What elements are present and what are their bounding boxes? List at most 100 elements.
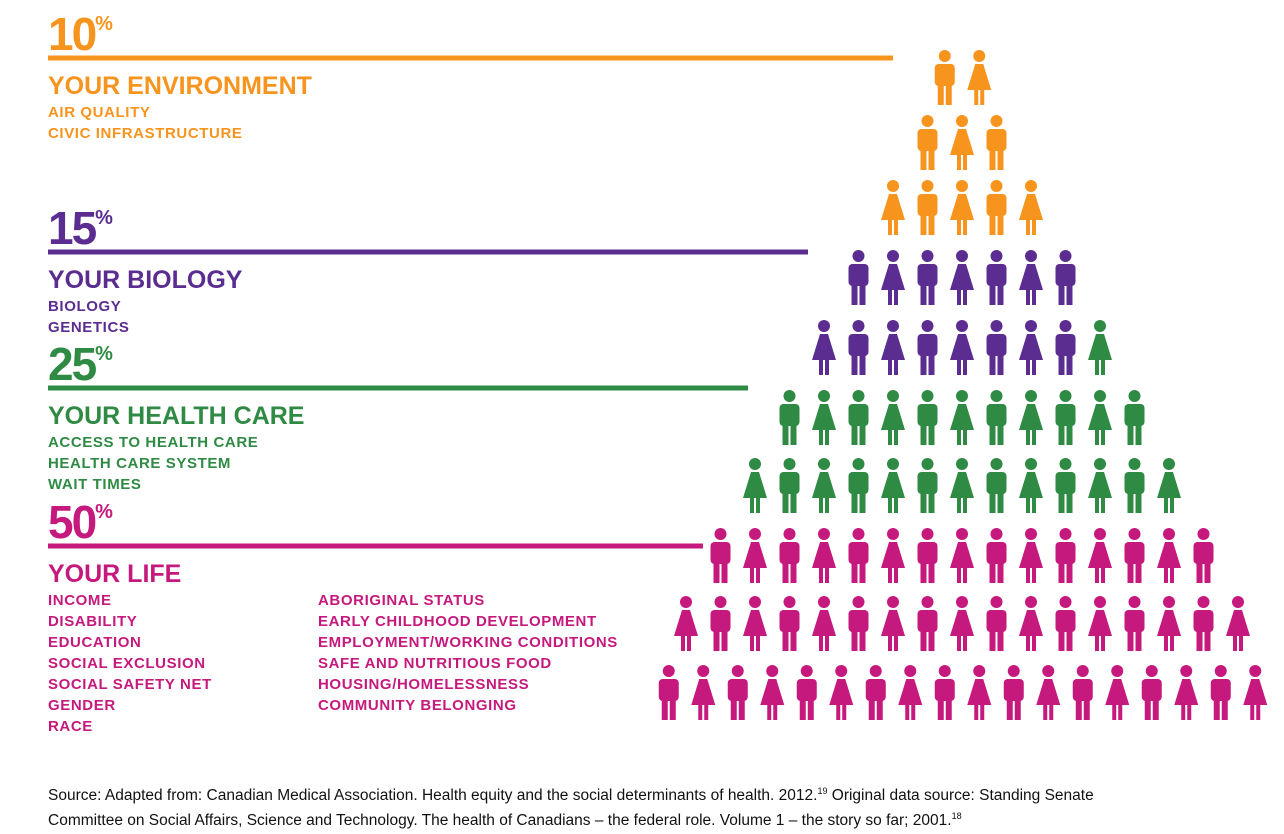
leg [1095, 358, 1099, 375]
percent-value: 15 [48, 202, 97, 254]
leg [851, 423, 858, 445]
torso [934, 679, 955, 701]
leg [888, 218, 892, 235]
head [1128, 390, 1141, 402]
person-icon [1124, 390, 1145, 445]
person-icon [710, 528, 731, 583]
person-icon [1157, 458, 1181, 513]
person-icon [829, 665, 854, 720]
dress [1088, 610, 1112, 636]
head [749, 528, 761, 540]
leg [1152, 698, 1159, 720]
leg [1032, 218, 1036, 235]
person-icon [881, 596, 905, 651]
leg [836, 703, 841, 720]
leg [819, 428, 823, 445]
leg [989, 213, 996, 235]
factor: EDUCATION [48, 634, 141, 651]
percent-sign: % [95, 343, 113, 365]
leg [851, 353, 858, 375]
person-icon [812, 458, 836, 513]
leg [928, 561, 935, 583]
percent: 10% [48, 8, 113, 60]
section-heading: YOUR HEALTH CARE [48, 402, 304, 430]
torso [1055, 542, 1076, 564]
leg [790, 561, 797, 583]
head [1025, 390, 1037, 402]
leg [928, 629, 935, 651]
person-icon [1088, 596, 1112, 651]
head [1007, 665, 1020, 677]
person-icon [848, 250, 869, 305]
dress [950, 334, 974, 360]
person-icon [1019, 528, 1043, 583]
head [1163, 596, 1175, 608]
leg [807, 698, 814, 720]
leg [799, 698, 806, 720]
torso [1003, 679, 1024, 701]
leg [1058, 353, 1065, 375]
percent-value: 25 [48, 338, 97, 390]
leg [730, 698, 737, 720]
person-icon [812, 320, 836, 375]
leg [963, 358, 967, 375]
leg [1066, 283, 1073, 305]
leg [782, 629, 789, 651]
head [938, 665, 951, 677]
person-icon [1088, 458, 1112, 513]
head [990, 180, 1003, 192]
leg [1066, 423, 1073, 445]
percent-value: 50 [48, 496, 96, 548]
leg [1058, 423, 1065, 445]
torso [779, 610, 800, 632]
factor: DISABILITY [48, 613, 137, 630]
person-icon [967, 665, 992, 720]
dress [950, 610, 974, 636]
dress [1105, 679, 1130, 705]
dress [812, 472, 836, 498]
dress [1019, 542, 1043, 568]
factor: HOUSING/HOMELESSNESS [318, 676, 529, 693]
reference: 18 [951, 810, 962, 821]
leg [1127, 423, 1134, 445]
torso [848, 472, 869, 494]
head [680, 596, 692, 608]
person-icon [1193, 596, 1214, 651]
factor: CIVIC INFRASTRUCTURE [48, 125, 243, 142]
leg [997, 283, 1004, 305]
leg [989, 423, 996, 445]
leg [1118, 703, 1123, 720]
leg [888, 358, 892, 375]
torso [848, 404, 869, 426]
head [887, 250, 899, 262]
leg [1066, 561, 1073, 583]
leg [980, 88, 985, 105]
leg [790, 629, 797, 651]
torso [1193, 542, 1214, 564]
dress [812, 542, 836, 568]
leg [1032, 496, 1036, 513]
dress [881, 404, 905, 430]
person-icon [848, 528, 869, 583]
leg [721, 629, 728, 651]
person-icon [848, 320, 869, 375]
factor: ACCESS TO HEALTH CARE [48, 434, 258, 451]
head [731, 665, 744, 677]
person-icon [1088, 390, 1112, 445]
leg [1250, 703, 1255, 720]
leg [1049, 703, 1054, 720]
leg [957, 566, 961, 583]
percent-sign: % [95, 207, 113, 229]
leg [1032, 288, 1036, 305]
leg [1043, 703, 1048, 720]
leg [1135, 629, 1142, 651]
head [921, 390, 934, 402]
head [1163, 458, 1175, 470]
torso [917, 129, 938, 151]
head [921, 180, 934, 192]
dress [743, 610, 767, 636]
dress [691, 679, 716, 705]
leg [1112, 703, 1117, 720]
leg [1026, 218, 1030, 235]
head [1094, 320, 1106, 332]
